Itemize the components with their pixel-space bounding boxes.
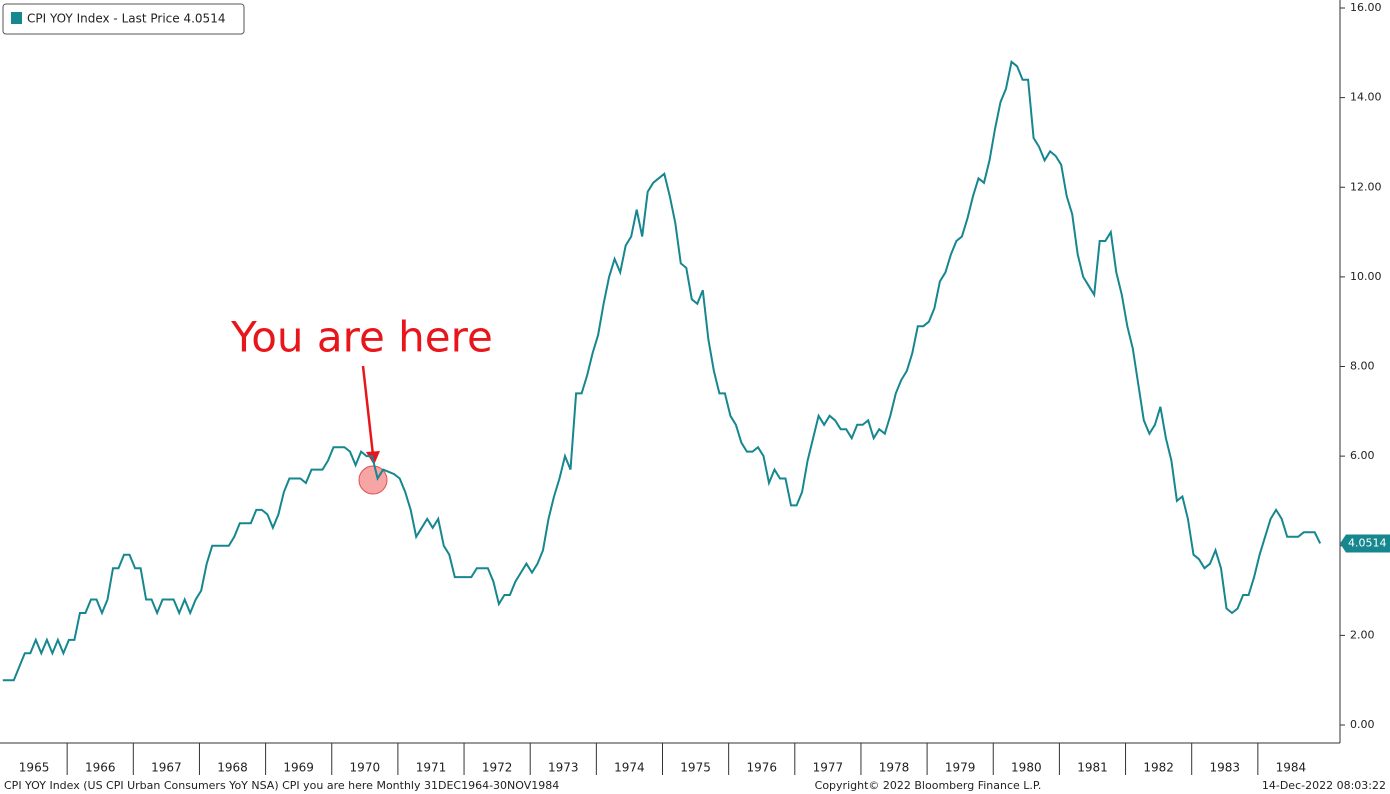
last-price-label: 4.0514 (1348, 536, 1387, 549)
x-tick-label: 1978 (879, 761, 910, 775)
x-tick-label: 1977 (813, 761, 844, 775)
x-tick-label: 1972 (482, 761, 513, 775)
x-tick-label: 1982 (1143, 761, 1174, 775)
line (2, 59, 1322, 682)
annotation: You are here (230, 313, 493, 362)
footer-left: CPI YOY Index (US CPI Urban Consumers Yo… (4, 779, 559, 792)
x-tick-label: 1980 (1011, 761, 1042, 775)
y-tick-label: 2.00 (1350, 628, 1375, 641)
x-tick-label: 1973 (548, 761, 579, 775)
last-price-tag (1340, 534, 1390, 553)
legend-box (2, 3, 245, 35)
x-tick-label: 1971 (416, 761, 447, 775)
x-tick-label: 1979 (945, 761, 976, 775)
x-tick-label: 1969 (283, 761, 314, 775)
y-tick-label: 16.00 (1350, 1, 1382, 14)
footer-right: 14-Dec-2022 08:03:22 (1262, 779, 1386, 792)
x-tick-label: 1965 (19, 761, 50, 775)
x-tick-label: 1970 (350, 761, 381, 775)
x-tick-label: 1966 (85, 761, 116, 775)
annotation-arrow (361, 365, 375, 456)
x-tick-label: 1983 (1210, 761, 1241, 775)
y-tick-label: 14.00 (1350, 91, 1382, 104)
x-tick-label: 1968 (217, 761, 248, 775)
x-tick-label: 1976 (746, 761, 777, 775)
x-tick-label: 1981 (1077, 761, 1108, 775)
legend-text: CPI YOY Index - Last Price 4.0514 (27, 12, 225, 26)
y-tick-label: 0.00 (1350, 718, 1375, 731)
footer-center: Copyright© 2022 Bloomberg Finance L.P. (815, 779, 1042, 792)
x-tick-label: 1984 (1276, 761, 1307, 775)
x-tick-label: 1974 (614, 761, 645, 775)
y-tick-label: 10.00 (1350, 270, 1382, 283)
x-tick-label: 1967 (151, 761, 182, 775)
x-tick-label: 1975 (680, 761, 711, 775)
y-tick-label: 12.00 (1350, 180, 1382, 193)
y-tick-label: 6.00 (1350, 449, 1375, 462)
y-tick-label: 8.00 (1350, 360, 1375, 373)
legend-swatch (11, 12, 22, 24)
